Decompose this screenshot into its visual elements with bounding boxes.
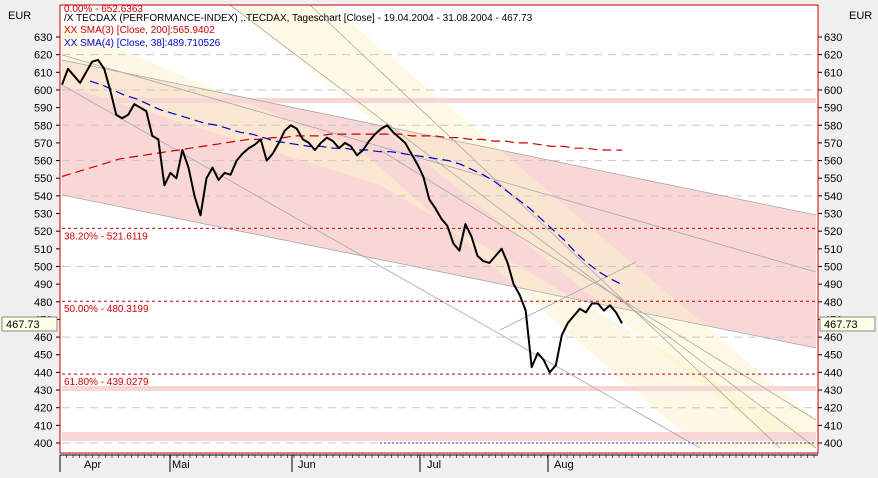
y-tick-right-620: 620 [824,50,842,62]
currency-left: EUR [8,10,31,22]
y-tick-right-590: 590 [824,103,842,115]
y-tick-right-410: 410 [824,420,842,432]
y-tick-right-480: 480 [824,297,842,309]
y-tick-right-520: 520 [824,226,842,238]
y-tick-left-580: 580 [34,120,52,132]
x-axis-layer: Apr Mai Jun Jul Aug [59,454,818,472]
horizontal-band-600 [62,98,816,103]
plot-frame [59,4,819,454]
fib-label-61.80%: 61.80% - 439.0279 [64,377,149,388]
trendline-4 [61,194,817,349]
y-tick-right-460: 460 [824,332,842,344]
y-tick-left-510: 510 [34,244,52,256]
currency-right: EUR [849,10,872,22]
y-tick-right-420: 420 [824,403,842,415]
trendline-7 [499,261,637,331]
y-tick-right-610: 610 [824,67,842,79]
horizontal-band-400 [62,432,816,441]
sma200-line [61,133,623,178]
sma200-legend: XX SMA(3) [Close, 200]:565.9402 [64,25,215,36]
trendline-6 [379,149,817,421]
fib-label-38.20%: 38.20% - 521.6119 [64,231,148,242]
y-tick-left-460: 460 [34,332,52,344]
y-tick-left-570: 570 [34,138,52,150]
regression-channel-yellow [62,25,816,448]
y-tick-left-490: 490 [34,279,52,291]
trendline-1 [61,84,701,449]
y-tick-left-480: 480 [34,297,52,309]
y-tick-left-420: 420 [34,403,52,415]
y-tick-left-520: 520 [34,226,52,238]
trendline-5 [61,59,817,216]
y-tick-left-550: 550 [34,173,52,185]
chart-title: /X TECDAX (PERFORMANCE-INDEX) ,.TECDAX, … [64,13,533,24]
y-tick-right-630: 630 [824,32,842,44]
y-tick-left-540: 540 [34,191,52,203]
y-tick-right-450: 450 [824,350,842,362]
y-tick-right-580: 580 [824,120,842,132]
y-tick-right-570: 570 [824,138,842,150]
y-tick-right-600: 600 [824,85,842,97]
trendline-0 [61,54,817,273]
y-tick-right-430: 430 [824,385,842,397]
x-tick-Aug: Aug [554,459,574,471]
x-tick-Jun: Jun [298,459,316,471]
sma38-legend: XX SMA(4) [Close, 38]:489.710526 [64,38,221,49]
y-tick-left-400: 400 [34,438,52,450]
y-tick-right-530: 530 [824,209,842,221]
y-tick-left-600: 600 [34,85,52,97]
current-value-box-right [819,316,876,332]
y-tick-right-560: 560 [824,156,842,168]
y-tick-left-590: 590 [34,103,52,115]
y-tick-right-510: 510 [824,244,842,256]
x-tick-Mai: Mai [172,459,190,471]
y-tick-right-540: 540 [824,191,842,203]
y-tick-left-410: 410 [34,420,52,432]
current-value-left: 467.73 [6,319,40,331]
fib0-label: 0.00% - 652.6363 [64,4,143,15]
y-tick-right-550: 550 [824,173,842,185]
fib-label-50.00%: 50.00% - 480.3199 [64,304,149,315]
current-value-right: 467.73 [824,319,858,331]
y-tick-right-440: 440 [824,367,842,379]
y-tick-right-500: 500 [824,261,842,273]
y-tick-left-530: 530 [34,209,52,221]
sma38-line [89,80,623,286]
y-tick-left-450: 450 [34,350,52,362]
series-layer [61,58,623,374]
y-tick-left-500: 500 [34,261,52,273]
x-tick-Jul: Jul [427,459,441,471]
y-tick-left-560: 560 [34,156,52,168]
fibonacci-layer: 38.20% - 521.6119 50.00% - 480.3199 61.80%… [62,227,816,388]
price-line [61,58,623,374]
y-tick-left-630: 630 [34,32,52,44]
y-tick-left-620: 620 [34,50,52,62]
y-tick-right-400: 400 [824,438,842,450]
trendline-3 [309,4,781,449]
horizontal-band-430 [62,386,816,391]
current-value-box-left [1,316,58,332]
y-tick-right-490: 490 [824,279,842,291]
y-tick-left-440: 440 [34,367,52,379]
y-tick-left-430: 430 [34,385,52,397]
y-tick-left-610: 610 [34,67,52,79]
x-tick-Apr: Apr [84,459,101,471]
